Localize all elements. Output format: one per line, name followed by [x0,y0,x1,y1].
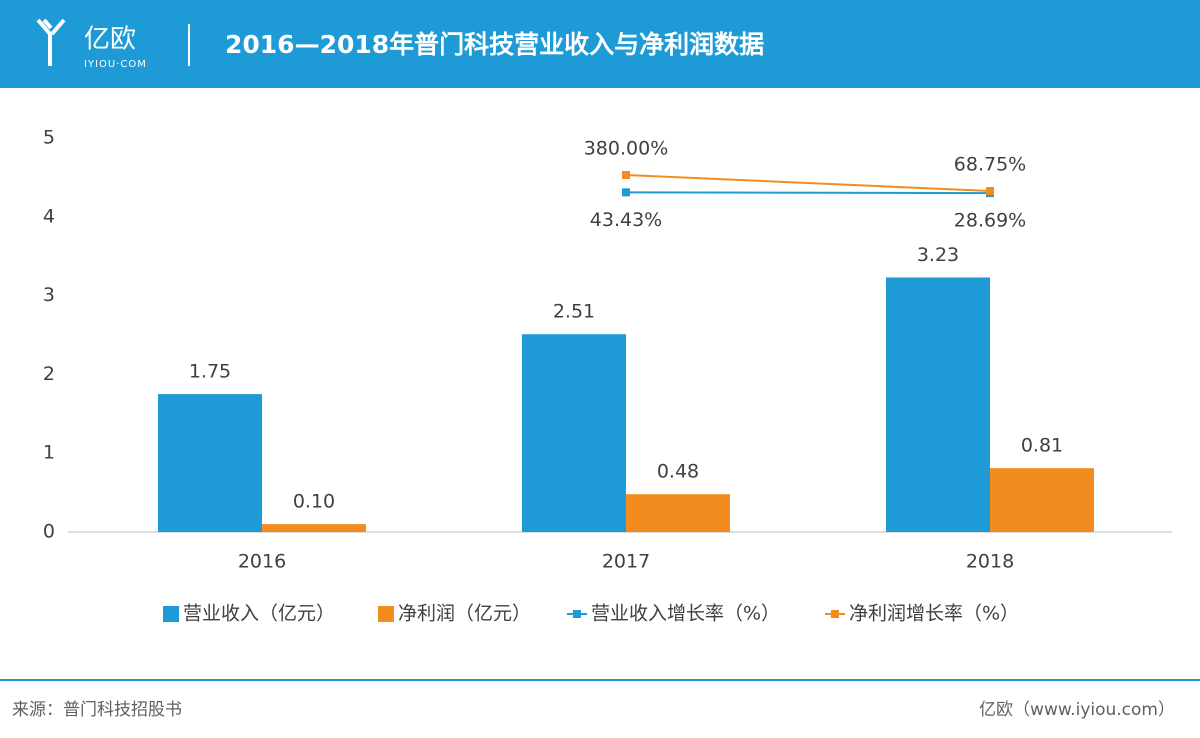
data-label: 3.23 [917,244,959,266]
data-label: 2.51 [553,301,595,323]
line [625,191,991,195]
line-marker [986,187,994,196]
data-label: 380.00% [584,138,669,160]
line-marker [622,188,630,197]
data-label: 0.10 [293,491,335,513]
y-tick-label: 0 [43,521,55,543]
legend-label: 营业收入增长率（%） [591,603,780,625]
legend-swatch-marker [831,610,839,618]
x-tick-label: 2018 [966,551,1014,573]
bar [626,494,730,532]
line [625,174,991,193]
logo-sub: IYIOU·COM [84,59,147,70]
data-label: 1.75 [189,361,231,383]
source: 来源：普门科技招股书 [12,700,182,720]
plot: 0 1 2 3 4 5 2016 2017 2018 1.75 2.51 3.23 0.10 0.48 0.… [43,127,1172,625]
y-tick-label: 2 [43,363,55,385]
x-tick-label: 2017 [602,551,650,573]
data-label: 0.81 [1021,435,1063,457]
data-label: 28.69% [954,210,1026,232]
data-label: 68.75% [954,154,1026,176]
brand: 亿欧（www.iyiou.com） [979,700,1175,720]
bar [886,277,990,532]
bar [522,334,626,532]
line-marker [622,171,630,180]
legend-swatch [378,606,394,622]
bar [990,468,1094,532]
legend-label: 净利润（亿元） [398,603,531,625]
logo: 亿欧 [84,25,136,55]
y-tick-label: 3 [43,284,55,306]
chart-title: 2016—2018年普门科技营业收入与净利润数据 [225,30,764,59]
bar [158,394,262,532]
bar [262,524,366,532]
legend-swatch [163,606,179,622]
data-label: 43.43% [590,209,662,231]
y-tick-label: 5 [43,127,55,149]
legend-swatch-marker [573,610,581,618]
x-tick-label: 2016 [238,551,286,573]
data-label: 0.48 [657,461,699,483]
header-band [0,0,1200,88]
legend-label: 净利润增长率（%） [849,603,1019,625]
y-tick-label: 4 [43,205,55,227]
logo-icon [36,18,66,66]
legend-label: 营业收入（亿元） [183,603,335,625]
y-tick-label: 1 [43,442,55,464]
